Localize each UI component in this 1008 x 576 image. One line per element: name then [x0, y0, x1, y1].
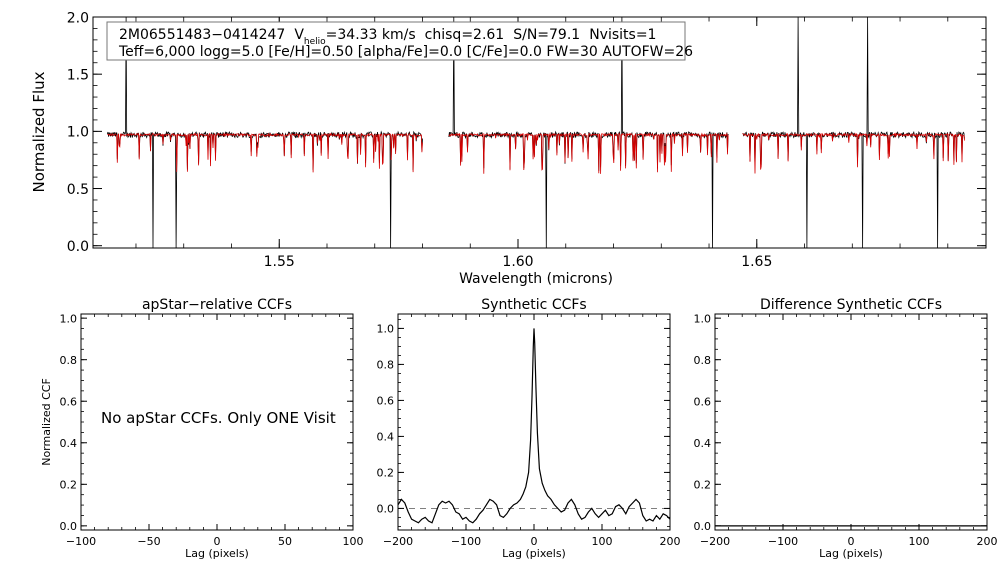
spectrum-y-tick-label-4: 2.0	[67, 10, 89, 26]
difference-ccf-ticks: −200 −100 0 100 200 0.0 0.2 0.4 0.6 0.8 1.0	[694, 312, 998, 548]
spectrum-x-tick-label-1: 1.60	[502, 254, 533, 270]
apstar_ccf-y-tick-label-0: 0.0	[60, 520, 78, 533]
difference_ccf-x-tick-label-0: −200	[700, 535, 730, 548]
difference_ccf-y-tick-label-1: 0.2	[694, 478, 712, 491]
model-spectrum-chip-1	[448, 132, 729, 174]
difference_ccf-x-tick-label-2: 0	[848, 535, 855, 548]
difference_ccf-y-tick-label-0: 0.0	[694, 520, 712, 533]
apstar_ccf-y-tick-label-2: 0.4	[60, 437, 78, 450]
spectrum-x-axis-label: Wavelength (microns)	[459, 271, 613, 287]
difference-ccf-x-axis-label: Lag (pixels)	[819, 547, 883, 560]
apstar-ccf-ticks: −100 −50 0 50 100 0.0 0.2 0.4 0.6 0.8 1.0	[60, 312, 364, 548]
spectrum-y-tick-label-0: 0.0	[67, 239, 89, 255]
spectrum-y-axis-label: Normalized Flux	[30, 71, 48, 192]
difference_ccf-y-tick-label-2: 0.4	[694, 437, 712, 450]
spectrum-info-box	[106, 21, 686, 61]
synthetic_ccf-y-tick-label-0: 0.0	[377, 503, 395, 516]
model-spectrum-chip-2	[742, 132, 965, 174]
star-id: 2M06551483−0414247	[119, 27, 285, 43]
v-helio-value: =34.33 km/s	[326, 27, 416, 43]
difference_ccf-y-tick-label-3: 0.6	[694, 395, 712, 408]
difference_ccf-x-tick-label-3: 100	[909, 535, 930, 548]
synthetic_ccf-x-tick-label-3: 100	[592, 535, 613, 548]
spectrum-axes-frame	[92, 16, 987, 249]
difference-ccf-panel: Difference Synthetic CCFs −200 −100 0 100 20…	[694, 297, 998, 560]
synthetic_ccf-y-tick-label-2: 0.4	[377, 431, 395, 444]
info-line-1: 2M06551483−0414247 Vhelio=34.33 km/s chisq…	[119, 27, 656, 47]
apstar_ccf-x-tick-label-1: −50	[137, 535, 160, 548]
synthetic_ccf-x-tick-label-0: −200	[383, 535, 413, 548]
apstar-ccf-y-axis-label: Normalized CCF	[40, 378, 53, 466]
apstar_ccf-y-tick-label-1: 0.2	[60, 478, 78, 491]
model-spectrum-chip-0	[107, 132, 423, 173]
synthetic-ccf-curve	[397, 328, 671, 524]
synthetic-ccf-axes-frame	[397, 313, 671, 531]
synthetic-ccf-ticks: −200 −100 0 100 200 0.0 0.2 0.4 0.6 0.8 1.0	[377, 314, 681, 548]
synthetic_ccf-x-tick-label-2: 0	[531, 535, 538, 548]
observed-spectrum-chip-2	[742, 16, 965, 249]
apstar_ccf-y-tick-label-3: 0.6	[60, 395, 78, 408]
synthetic_ccf-x-tick-label-1: −100	[451, 535, 481, 548]
synthetic_ccf-x-tick-label-4: 200	[660, 535, 681, 548]
spectrum-x-tick-label-2: 1.65	[741, 254, 772, 270]
apstar_ccf-x-tick-label-3: 50	[278, 535, 292, 548]
synthetic-ccf-title: Synthetic CCFs	[481, 297, 586, 313]
spectrum-x-tick-label-0: 1.55	[264, 254, 295, 270]
spectrum-y-tick-label-1: 0.5	[67, 182, 89, 198]
spectrum-panel: 1.55 1.60 1.65 0.0 0.5 1.0 1.5 2.0 Wavelength (…	[30, 10, 987, 287]
synthetic-ccf-panel: Synthetic CCFs −200 −100 0 100 200 0.0 0.2 0.4 0…	[377, 297, 681, 560]
info-line-2: Teff=6,000 logg=5.0 [Fe/H]=0.50 [alpha/F…	[118, 44, 693, 60]
apstar_ccf-x-tick-label-0: −100	[66, 535, 96, 548]
apstar-ccf-title: apStar−relative CCFs	[142, 297, 292, 313]
spectrum-y-tick-label-3: 1.5	[67, 67, 89, 83]
sn-value: S/N=79.1	[513, 27, 580, 43]
apstar_ccf-y-tick-label-5: 1.0	[60, 312, 78, 325]
observed-spectrum-chip-0	[106, 16, 423, 249]
difference_ccf-y-tick-label-4: 0.8	[694, 354, 712, 367]
difference-ccf-axes-frame	[714, 313, 988, 531]
v-subscript: helio	[304, 37, 326, 47]
nvisits-value: Nvisits=1	[589, 27, 656, 43]
no-ccf-annotation: No apStar CCFs. Only ONE Visit	[101, 409, 336, 427]
spectrum-data	[106, 16, 965, 249]
difference_ccf-x-tick-label-4: 200	[977, 535, 998, 548]
synthetic_ccf-y-tick-label-5: 1.0	[377, 323, 395, 336]
synthetic_ccf-y-tick-label-4: 0.8	[377, 359, 395, 372]
synthetic-ccf-x-axis-label: Lag (pixels)	[502, 547, 566, 560]
apstar-ccf-panel: apStar−relative CCFs −100 −50 0 50 100 0.0 0.2…	[40, 297, 364, 560]
difference-ccf-title: Difference Synthetic CCFs	[760, 297, 942, 313]
apstar_ccf-y-tick-label-4: 0.8	[60, 354, 78, 367]
synthetic-ccf-data	[397, 328, 671, 524]
synthetic_ccf-y-tick-label-3: 0.6	[377, 395, 395, 408]
apstar_ccf-x-tick-label-4: 100	[343, 535, 364, 548]
v-prefix: V	[294, 27, 304, 43]
difference_ccf-x-tick-label-1: −100	[768, 535, 798, 548]
spectrum-y-tick-label-2: 1.0	[67, 125, 89, 141]
apstar_ccf-x-tick-label-2: 0	[214, 535, 221, 548]
apstar-ccf-x-axis-label: Lag (pixels)	[185, 547, 249, 560]
difference_ccf-y-tick-label-5: 1.0	[694, 312, 712, 325]
chisq-value: chisq=2.61	[425, 27, 505, 43]
synthetic_ccf-y-tick-label-1: 0.2	[377, 467, 395, 480]
